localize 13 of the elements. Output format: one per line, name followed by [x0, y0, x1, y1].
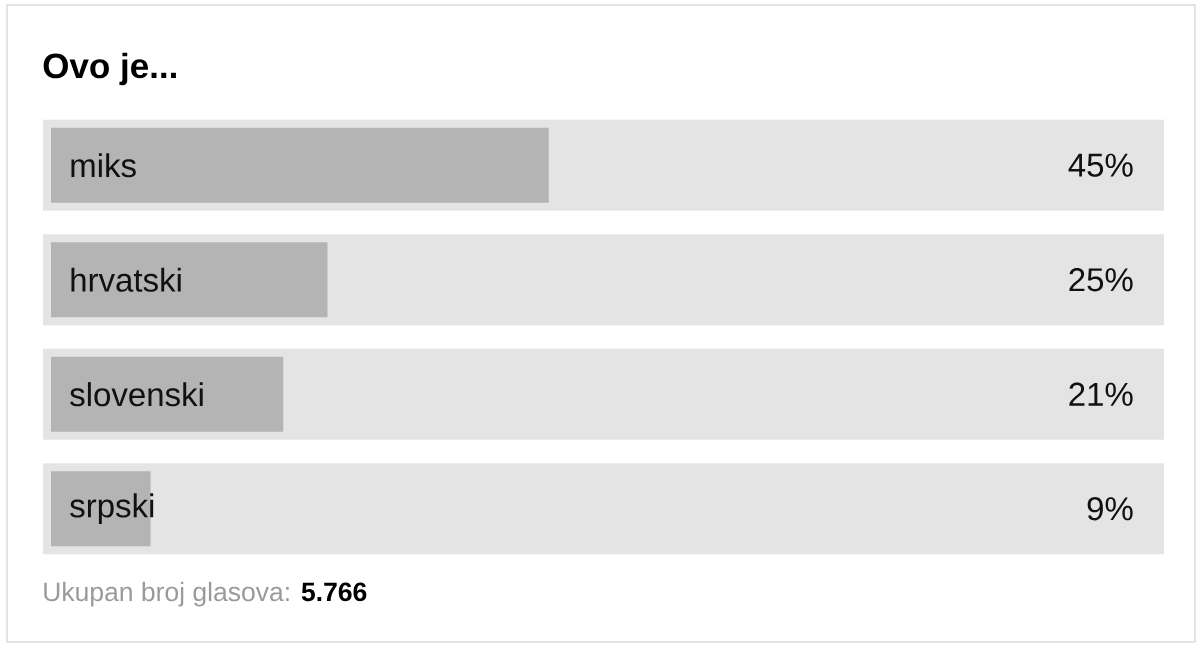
data-label: 25%: [1069, 268, 1133, 292]
bar: [51, 356, 284, 432]
data-label: 21%: [1069, 382, 1133, 406]
text: Ukupan broj glasova: 5.766: [44, 581, 367, 607]
y-tick-label: srpski: [70, 493, 154, 525]
y-tick-label: slovenski: [70, 382, 203, 407]
y-tick-label: hrvatski: [71, 267, 181, 292]
bar: [51, 242, 328, 318]
data-label: 45%: [1068, 153, 1133, 177]
data-label: 9%: [1087, 497, 1133, 521]
bar: [51, 471, 151, 547]
chart-title: Ovo je...: [43, 52, 176, 86]
y-tick-label: miks: [71, 153, 136, 178]
